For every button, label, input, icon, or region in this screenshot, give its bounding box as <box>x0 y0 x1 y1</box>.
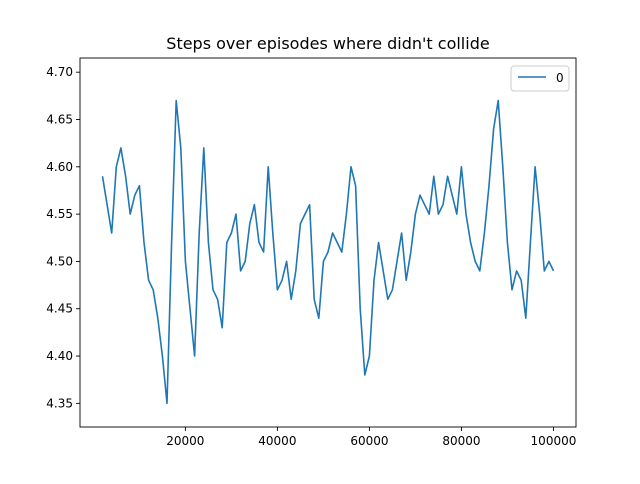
y-tick-label: 4.50 <box>46 254 73 268</box>
x-tick-label: 60000 <box>350 434 388 448</box>
y-tick-label: 4.60 <box>46 160 73 174</box>
legend: 0 <box>510 65 570 92</box>
series-line-0 <box>101 99 555 405</box>
y-tick-label: 4.45 <box>46 302 73 316</box>
y-tick-label: 4.65 <box>46 113 73 127</box>
legend-label: 0 <box>556 71 564 85</box>
y-tick-label: 4.35 <box>46 396 73 410</box>
y-tick-label: 4.40 <box>46 349 73 363</box>
axes: 20000 40000 60000 80000 100000 4.35 4.40 4.45 4.… <box>46 57 577 448</box>
x-tick-label: 80000 <box>442 434 480 448</box>
x-tick-label: 20000 <box>166 434 204 448</box>
plot-area <box>101 99 555 405</box>
legend-box <box>510 65 570 92</box>
y-tick-label: 4.55 <box>46 207 73 221</box>
x-tick-label: 40000 <box>258 434 296 448</box>
y-tick-label: 4.70 <box>46 65 73 79</box>
axes-frame <box>79 57 577 428</box>
chart-title: Steps over episodes where didn't collide <box>166 34 489 53</box>
x-tick-label: 100000 <box>531 434 577 448</box>
